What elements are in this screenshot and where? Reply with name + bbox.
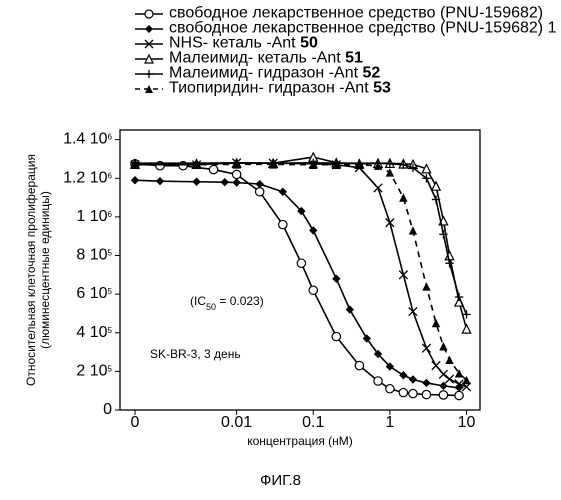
svg-text:4 105: 4 105 — [76, 324, 112, 341]
svg-text:0: 0 — [131, 414, 140, 431]
svg-text:10: 10 — [458, 414, 476, 431]
y-axis-label-2: (люминесцентные единицы) — [38, 191, 52, 349]
svg-text:6 105: 6 105 — [76, 285, 112, 302]
svg-text:1.4 106: 1.4 106 — [63, 131, 112, 148]
svg-text:0: 0 — [103, 401, 112, 418]
annotation-condition: SK-BR-3, 3 день — [150, 347, 241, 361]
legend: свободное лекарственное средство (PNU-15… — [135, 5, 561, 97]
x-axis-label: концентрация (нМ) — [247, 434, 353, 448]
svg-text:0.1: 0.1 — [302, 414, 324, 431]
figure-caption: ФИГ.8 — [260, 472, 301, 489]
legend-item: Тиопиридин- гидразон -Ant 53 — [169, 80, 391, 97]
svg-text:1: 1 — [385, 414, 394, 431]
svg-text:2 105: 2 105 — [76, 362, 112, 379]
svg-text:1 106: 1 106 — [76, 208, 112, 225]
svg-text:8 105: 8 105 — [76, 247, 112, 264]
svg-text:0.01: 0.01 — [221, 414, 252, 431]
dose-response-chart: 0 2 105 4 105 6 105 8 105 1 106 1.2 106 1.4 106… — [0, 0, 561, 500]
y-axis-label-1: Относительная клеточная пролиферация — [24, 154, 38, 386]
svg-text:1.2 106: 1.2 106 — [63, 169, 112, 186]
